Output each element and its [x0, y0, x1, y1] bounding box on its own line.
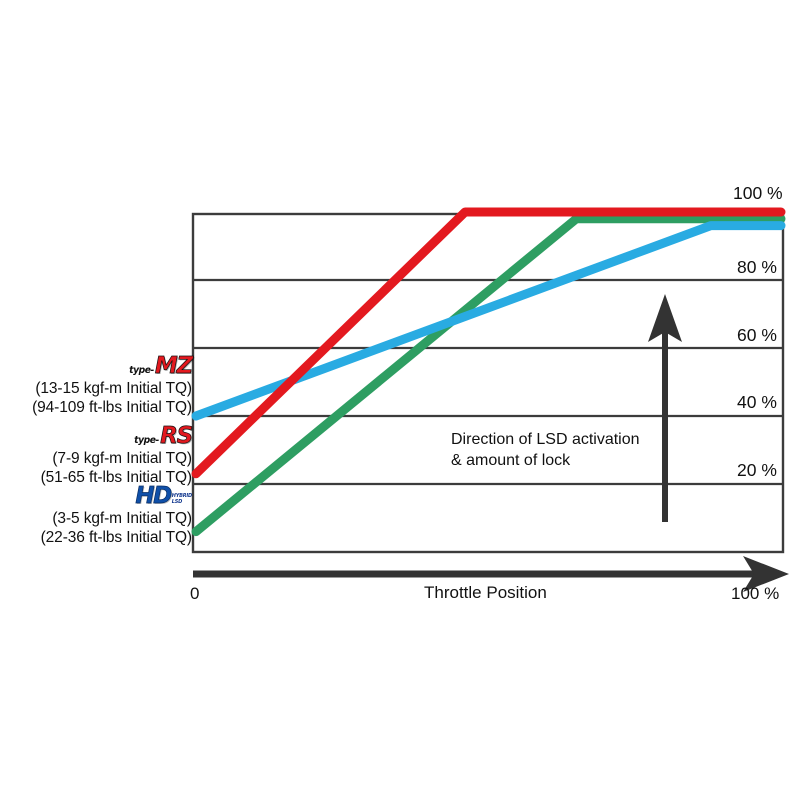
type-mz-model: MZ — [154, 353, 193, 379]
direction-arrow — [648, 294, 682, 522]
type-mz-prefix: type- — [129, 365, 154, 376]
legend-rs-ftlbs: (51-65 ft-lbs Initial TQ) — [40, 469, 193, 486]
type-rs-model: RS — [160, 423, 194, 449]
hd-logo-sub1: HYBRID — [171, 493, 192, 499]
legend-mz-ftlbs: (94-109 ft-lbs Initial TQ) — [32, 399, 192, 416]
direction-annotation-line2: & amount of lock — [451, 452, 571, 469]
x-axis-arrow — [193, 556, 789, 592]
x-tick-zero: 0 — [190, 584, 200, 603]
legend-item-rs: type- RS (7-9 kgf-m Initial TQ) (51-65 ft… — [0, 423, 194, 487]
hd-logo: HD HYBRID LSD — [0, 483, 192, 509]
legend-hd-ftlbs: (22-36 ft-lbs Initial TQ) — [40, 529, 193, 546]
series-line-rs — [191, 207, 786, 479]
type-rs-logo: type- RS — [0, 423, 194, 449]
hd-logo-main: HD — [135, 483, 173, 509]
legend-item-hd: HD HYBRID LSD (3-5 kgf-m Initial TQ) (22… — [0, 483, 193, 547]
x-axis-title: Throttle Position — [424, 583, 547, 602]
series-line-hd — [191, 214, 786, 537]
gridlines — [193, 278, 783, 486]
legend-mz-kgfm: (13-15 kgf-m Initial TQ) — [35, 380, 192, 397]
direction-annotation-line1: Direction of LSD activation — [451, 431, 640, 448]
x-tick-max: 100 % — [731, 584, 780, 603]
legend-item-mz: type- MZ (13-15 kgf-m Initial TQ) (94-109… — [0, 353, 193, 417]
direction-annotation: Direction of LSD activation & amount of … — [451, 429, 640, 471]
type-rs-prefix: type- — [134, 435, 160, 446]
y-tick-20: 20 % — [737, 460, 777, 480]
legend-rs-kgfm: (7-9 kgf-m Initial TQ) — [52, 450, 192, 467]
y-tick-100: 100 % — [733, 183, 783, 203]
y-tick-60: 60 % — [737, 325, 777, 345]
hd-logo-sub2: LSD — [171, 499, 183, 505]
legend-hd-kgfm: (3-5 kgf-m Initial TQ) — [52, 510, 192, 527]
series-line-mz — [191, 221, 786, 421]
y-tick-80: 80 % — [737, 257, 777, 277]
y-tick-40: 40 % — [737, 392, 777, 412]
type-mz-logo: type- MZ — [0, 353, 193, 379]
